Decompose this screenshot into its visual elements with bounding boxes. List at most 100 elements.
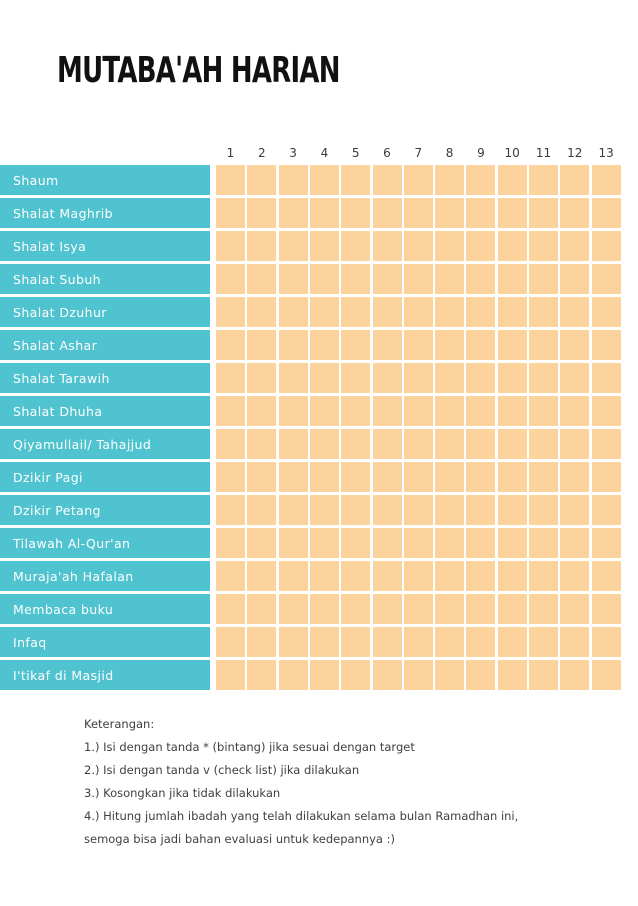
tracker-cell[interactable] xyxy=(560,264,590,294)
tracker-cell[interactable] xyxy=(309,429,339,459)
tracker-cell[interactable] xyxy=(278,165,308,195)
tracker-cell[interactable] xyxy=(372,165,402,195)
tracker-cell[interactable] xyxy=(466,627,496,657)
tracker-cell[interactable] xyxy=(466,297,496,327)
tracker-cell[interactable] xyxy=(466,495,496,525)
tracker-cell[interactable] xyxy=(529,165,558,195)
tracker-cell[interactable] xyxy=(529,330,558,360)
tracker-cell[interactable] xyxy=(341,396,371,426)
tracker-cell[interactable] xyxy=(529,561,558,591)
tracker-cell[interactable] xyxy=(591,198,621,228)
tracker-cell[interactable] xyxy=(466,330,496,360)
tracker-cell[interactable] xyxy=(278,528,308,558)
tracker-cell[interactable] xyxy=(435,165,465,195)
tracker-cell[interactable] xyxy=(403,297,433,327)
tracker-cell[interactable] xyxy=(309,495,339,525)
tracker-cell[interactable] xyxy=(372,627,402,657)
tracker-cell[interactable] xyxy=(247,330,277,360)
tracker-cell[interactable] xyxy=(560,429,590,459)
tracker-cell[interactable] xyxy=(309,363,339,393)
tracker-cell[interactable] xyxy=(403,429,433,459)
tracker-cell[interactable] xyxy=(309,660,339,690)
tracker-cell[interactable] xyxy=(216,231,245,261)
tracker-cell[interactable] xyxy=(372,561,402,591)
tracker-cell[interactable] xyxy=(341,231,371,261)
tracker-cell[interactable] xyxy=(216,627,245,657)
tracker-cell[interactable] xyxy=(372,330,402,360)
tracker-cell[interactable] xyxy=(278,429,308,459)
tracker-cell[interactable] xyxy=(216,462,245,492)
tracker-cell[interactable] xyxy=(278,561,308,591)
tracker-cell[interactable] xyxy=(372,396,402,426)
tracker-cell[interactable] xyxy=(278,198,308,228)
tracker-cell[interactable] xyxy=(341,429,371,459)
tracker-cell[interactable] xyxy=(560,627,590,657)
tracker-cell[interactable] xyxy=(247,561,277,591)
tracker-cell[interactable] xyxy=(466,396,496,426)
tracker-cell[interactable] xyxy=(372,363,402,393)
tracker-cell[interactable] xyxy=(247,528,277,558)
tracker-cell[interactable] xyxy=(372,297,402,327)
tracker-cell[interactable] xyxy=(341,165,371,195)
tracker-cell[interactable] xyxy=(341,264,371,294)
tracker-cell[interactable] xyxy=(278,627,308,657)
tracker-cell[interactable] xyxy=(435,495,465,525)
tracker-cell[interactable] xyxy=(466,528,496,558)
tracker-cell[interactable] xyxy=(529,528,558,558)
tracker-cell[interactable] xyxy=(497,297,527,327)
tracker-cell[interactable] xyxy=(529,231,558,261)
tracker-cell[interactable] xyxy=(591,660,621,690)
tracker-cell[interactable] xyxy=(560,231,590,261)
tracker-cell[interactable] xyxy=(466,363,496,393)
tracker-cell[interactable] xyxy=(497,231,527,261)
tracker-cell[interactable] xyxy=(529,297,558,327)
tracker-cell[interactable] xyxy=(247,495,277,525)
tracker-cell[interactable] xyxy=(309,165,339,195)
tracker-cell[interactable] xyxy=(403,462,433,492)
tracker-cell[interactable] xyxy=(403,231,433,261)
tracker-cell[interactable] xyxy=(309,561,339,591)
tracker-cell[interactable] xyxy=(403,528,433,558)
tracker-cell[interactable] xyxy=(497,396,527,426)
tracker-cell[interactable] xyxy=(435,264,465,294)
tracker-cell[interactable] xyxy=(403,396,433,426)
tracker-cell[interactable] xyxy=(341,462,371,492)
tracker-cell[interactable] xyxy=(435,297,465,327)
tracker-cell[interactable] xyxy=(341,363,371,393)
tracker-cell[interactable] xyxy=(403,495,433,525)
tracker-cell[interactable] xyxy=(497,627,527,657)
tracker-cell[interactable] xyxy=(466,561,496,591)
tracker-cell[interactable] xyxy=(278,660,308,690)
tracker-cell[interactable] xyxy=(309,627,339,657)
tracker-cell[interactable] xyxy=(309,528,339,558)
tracker-cell[interactable] xyxy=(560,165,590,195)
tracker-cell[interactable] xyxy=(435,363,465,393)
tracker-cell[interactable] xyxy=(497,330,527,360)
tracker-cell[interactable] xyxy=(278,297,308,327)
tracker-cell[interactable] xyxy=(435,231,465,261)
tracker-cell[interactable] xyxy=(435,594,465,624)
tracker-cell[interactable] xyxy=(529,429,558,459)
tracker-cell[interactable] xyxy=(403,627,433,657)
tracker-cell[interactable] xyxy=(529,462,558,492)
tracker-cell[interactable] xyxy=(560,495,590,525)
tracker-cell[interactable] xyxy=(309,594,339,624)
tracker-cell[interactable] xyxy=(497,462,527,492)
tracker-cell[interactable] xyxy=(591,627,621,657)
tracker-cell[interactable] xyxy=(591,594,621,624)
tracker-cell[interactable] xyxy=(372,660,402,690)
tracker-cell[interactable] xyxy=(497,495,527,525)
tracker-cell[interactable] xyxy=(466,429,496,459)
tracker-cell[interactable] xyxy=(309,198,339,228)
tracker-cell[interactable] xyxy=(497,198,527,228)
tracker-cell[interactable] xyxy=(403,363,433,393)
tracker-cell[interactable] xyxy=(435,627,465,657)
tracker-cell[interactable] xyxy=(466,198,496,228)
tracker-cell[interactable] xyxy=(372,264,402,294)
tracker-cell[interactable] xyxy=(278,396,308,426)
tracker-cell[interactable] xyxy=(278,495,308,525)
tracker-cell[interactable] xyxy=(529,627,558,657)
tracker-cell[interactable] xyxy=(529,198,558,228)
tracker-cell[interactable] xyxy=(591,264,621,294)
tracker-cell[interactable] xyxy=(341,627,371,657)
